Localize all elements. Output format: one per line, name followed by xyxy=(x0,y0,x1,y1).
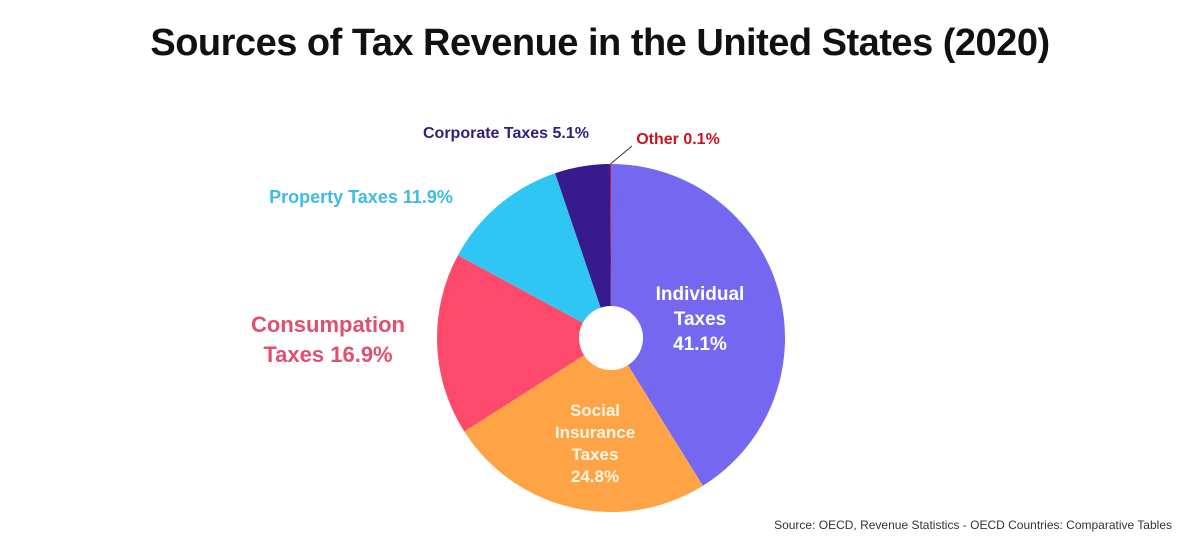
pie-slice-consumption-taxes xyxy=(437,255,611,432)
chart-title: Sources of Tax Revenue in the United Sta… xyxy=(150,22,1050,64)
pie-slice-corporate-taxes xyxy=(555,164,611,338)
slice-label-other: Other 0.1% xyxy=(636,131,720,148)
slice-label-individual-taxes: Individual Taxes 41.1% xyxy=(656,284,745,355)
slice-label-social-insurance-taxes: Social Insurance Taxes 24.8% xyxy=(555,401,635,486)
pie-slice-social-insurance-taxes xyxy=(464,338,703,513)
source-note: Source: OECD, Revenue Statistics - OECD … xyxy=(774,518,1172,532)
slice-label-property-taxes: Property Taxes 11.9% xyxy=(269,187,453,207)
donut-hole xyxy=(579,306,643,370)
pie-slice-property-taxes xyxy=(457,173,611,338)
leader-line-other xyxy=(610,145,633,165)
pie-slice-other xyxy=(609,164,611,338)
slice-label-corporate-taxes: Corporate Taxes 5.1% xyxy=(423,125,589,142)
slice-label-consumption-taxes: Consumpation Taxes 16.9% xyxy=(251,312,405,367)
pie-slice-individual-taxes xyxy=(611,164,786,486)
